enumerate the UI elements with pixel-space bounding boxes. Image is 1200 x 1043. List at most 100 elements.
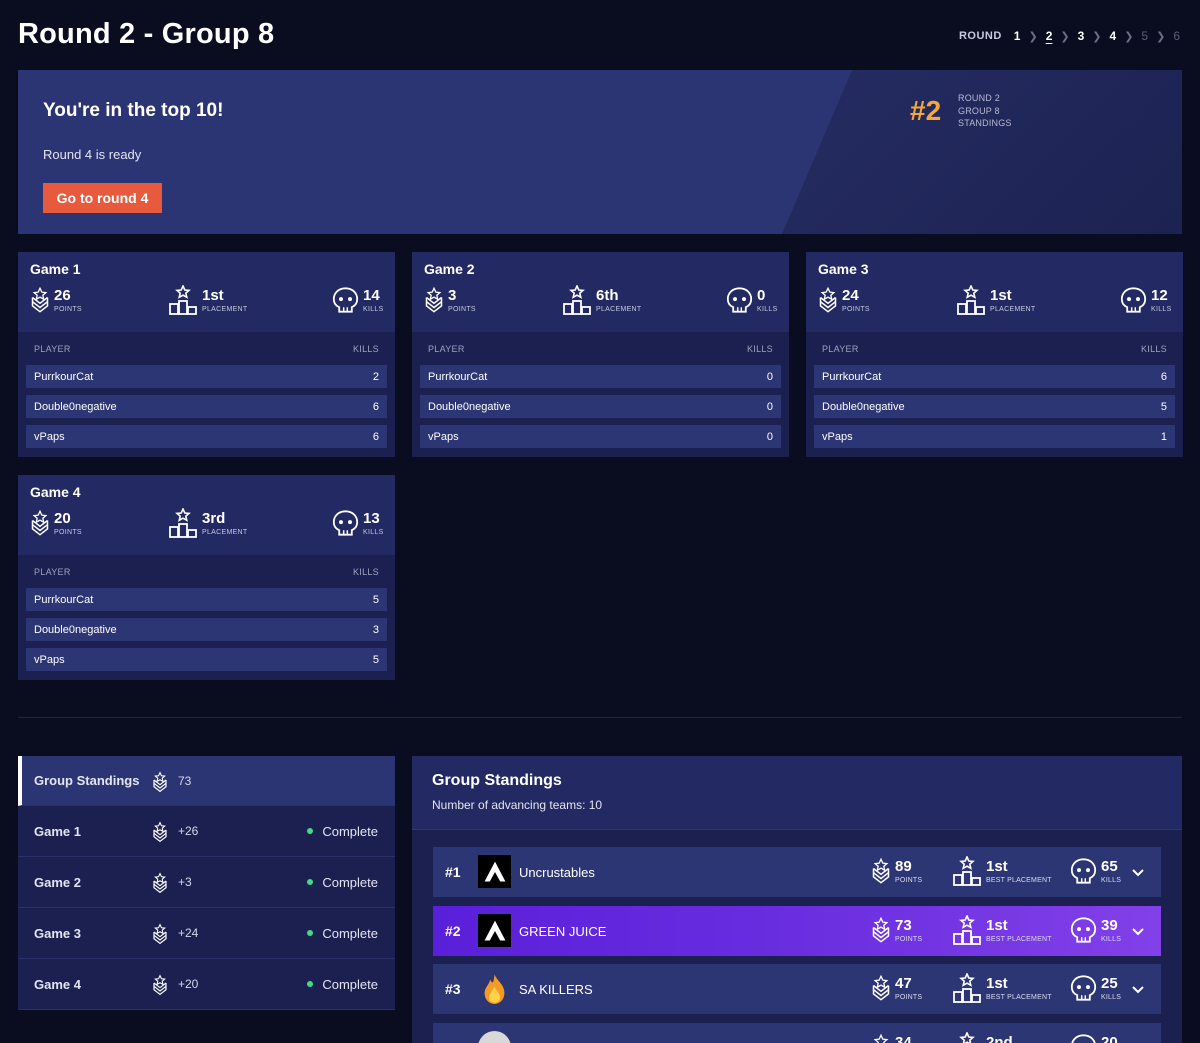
team-points-label: POINTS	[895, 993, 923, 1001]
stat-values: 0 KILLS	[757, 288, 778, 313]
stat-values: 3 POINTS	[448, 288, 476, 313]
stat-values: 1st PLACEMENT	[990, 288, 1036, 313]
team-kills-label: KILLS	[1101, 935, 1122, 943]
stat-placement-label: PLACEMENT	[202, 305, 248, 313]
points-icon	[152, 871, 168, 895]
stat-placement-label: PLACEMENT	[596, 305, 642, 313]
game-card: Game 1 26 POINTS 1st PLACEMENT 14 KILLS PLAYER K…	[18, 252, 395, 457]
stat-values: 24 POINTS	[842, 288, 870, 313]
player-kills: 6	[372, 400, 379, 413]
go-to-round-button[interactable]: Go to round 4	[43, 183, 162, 213]
stat-points-label: POINTS	[448, 305, 476, 313]
game-card-header: Game 2 3 POINTS 6th PLACEMENT 0 KILLS	[412, 252, 789, 332]
round-link-2[interactable]: 2	[1045, 29, 1053, 43]
stat-placement-value: 6th	[596, 286, 619, 304]
game-title: Game 2	[424, 261, 475, 277]
podium-icon	[168, 508, 198, 538]
status-dot-icon	[307, 981, 314, 987]
game-stat-points: 3 POINTS	[424, 285, 476, 315]
status-text: Complete	[322, 925, 378, 941]
column-player: PLAYER	[34, 344, 71, 354]
sidebar-item-label: Game 2	[34, 874, 81, 890]
stat-kills-label: KILLS	[1151, 305, 1172, 313]
column-kills: KILLS	[352, 567, 379, 577]
stat-placement-label: PLACEMENT	[990, 305, 1036, 313]
game-card: Game 3 24 POINTS 1st PLACEMENT 12 KILLS PLAYER K…	[806, 252, 1183, 457]
podium-icon	[168, 285, 198, 315]
chevron-right-icon: ❯	[1124, 30, 1134, 43]
skull-icon	[1120, 285, 1147, 315]
table-header: PLAYER KILLS	[26, 340, 387, 358]
game-title: Game 3	[818, 261, 869, 277]
player-kills: 0	[766, 430, 773, 443]
standings-header: Group Standings Number of advancing team…	[412, 756, 1182, 830]
team-row[interactable]: #3 SA KILLERS 47 POINTS 1st BEST PLACEMENT 25 K…	[433, 964, 1161, 1014]
sidebar-item-game-4[interactable]: Game 4 +20 Complete	[18, 959, 395, 1010]
team-stat-points: 34POINTS	[871, 1032, 922, 1043]
player-name: vPaps	[822, 430, 853, 443]
stat-kills-value: 14	[363, 286, 380, 304]
chevron-right-icon: ❯	[1060, 30, 1070, 43]
game-stat-kills: 13 KILLS	[332, 508, 384, 538]
stat-values: 73 POINTS	[895, 918, 922, 943]
sidebar-item-points: +3	[178, 875, 192, 889]
points-icon	[871, 973, 891, 1003]
status-dot-icon	[307, 930, 314, 936]
game-card-header: Game 3 24 POINTS 1st PLACEMENT 12 KILLS	[806, 252, 1183, 332]
team-row[interactable]: 34POINTS 2ndBEST PLACEMENT 20KILLS	[433, 1023, 1161, 1043]
team-rank: #2	[445, 923, 461, 939]
round-link-4[interactable]: 4	[1109, 29, 1117, 43]
stat-kills-label: KILLS	[757, 305, 778, 313]
player-kills: 0	[766, 400, 773, 413]
round-link-6: 6	[1173, 29, 1180, 43]
table-row: PurrkourCat 5	[26, 588, 387, 611]
skull-icon	[1070, 856, 1097, 886]
stat-placement-value: 3rd	[202, 509, 226, 527]
stat-placement-value: 1st	[202, 286, 224, 304]
stat-values: 12 KILLS	[1151, 288, 1172, 313]
game-stat-kills: 14 KILLS	[332, 285, 384, 315]
chevron-down-icon[interactable]	[1131, 865, 1145, 883]
player-kills-table: PLAYER KILLS PurrkourCat 2 Double0negative 6 v…	[18, 332, 395, 457]
table-row: vPaps 0	[420, 425, 781, 448]
points-icon	[424, 285, 444, 315]
chevron-right-icon: ❯	[1092, 30, 1102, 43]
game-stat-placement: 3rd PLACEMENT	[168, 508, 248, 538]
stat-points-label: POINTS	[842, 305, 870, 313]
stat-values: 1st PLACEMENT	[202, 288, 248, 313]
sidebar-item-group-standings[interactable]: Group Standings 73	[18, 756, 395, 806]
team-row[interactable]: #1 Uncrustables 89 POINTS 1st BEST PLACEMENT 6…	[433, 847, 1161, 897]
table-row: Double0negative 0	[420, 395, 781, 418]
round-link-3[interactable]: 3	[1077, 29, 1085, 43]
chevron-right-icon: ❯	[1156, 30, 1166, 43]
team-row[interactable]: #2 GREEN JUICE 73 POINTS 1st BEST PLACEMENT 39…	[433, 906, 1161, 956]
group-standings-panel: Group Standings Number of advancing team…	[412, 756, 1182, 1043]
sidebar-item-game-1[interactable]: Game 1 +26 Complete	[18, 806, 395, 857]
team-name: GREEN JUICE	[519, 923, 607, 939]
status-dot-icon	[307, 879, 314, 885]
player-kills: 5	[372, 593, 379, 606]
round-link-1[interactable]: 1	[1013, 29, 1021, 43]
stat-values: 20KILLS	[1101, 1035, 1121, 1043]
chevron-down-icon[interactable]	[1131, 924, 1145, 942]
player-kills: 0	[766, 370, 773, 383]
qualification-banner: You're in the top 10! Round 4 is ready G…	[18, 70, 1182, 234]
team-stat-best_placement: 1st BEST PLACEMENT	[952, 856, 1052, 886]
chevron-down-icon[interactable]	[1131, 982, 1145, 1000]
player-name: vPaps	[34, 653, 65, 666]
table-row: PurrkourCat 6	[814, 365, 1175, 388]
skull-icon	[332, 285, 359, 315]
game-stat-placement: 1st PLACEMENT	[168, 285, 248, 315]
game-stat-kills: 12 KILLS	[1120, 285, 1172, 315]
sidebar-item-label: Game 4	[34, 976, 81, 992]
sidebar-item-game-2[interactable]: Game 2 +3 Complete	[18, 857, 395, 908]
player-name: PurrkourCat	[428, 370, 488, 383]
team-points-value: 89	[895, 857, 912, 875]
sidebar-item-game-3[interactable]: Game 3 +24 Complete	[18, 908, 395, 959]
stat-values: 14 KILLS	[363, 288, 384, 313]
player-name: Double0negative	[34, 623, 117, 636]
points-icon	[152, 973, 168, 997]
team-best_placement-value: 1st	[986, 916, 1008, 934]
team-stat-best_placement: 2ndBEST PLACEMENT	[952, 1032, 1052, 1043]
team-kills-value: 65	[1101, 857, 1118, 875]
